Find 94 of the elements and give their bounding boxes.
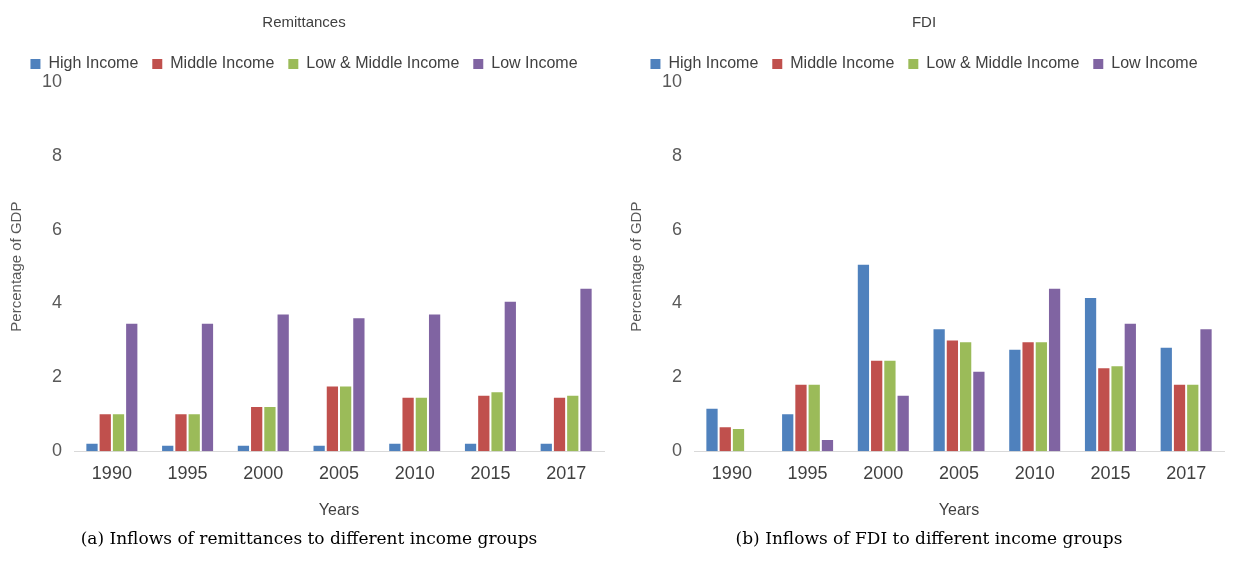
y-tick-label: 2	[672, 366, 683, 387]
bar	[402, 397, 414, 452]
bar	[706, 408, 718, 452]
x-tick-label: 2005	[318, 462, 360, 483]
bar	[567, 395, 579, 452]
bar	[504, 301, 516, 452]
bar	[884, 360, 896, 452]
bar	[871, 360, 883, 452]
x-tick-label: 2015	[470, 462, 511, 483]
x-tick-label: 1995	[787, 462, 828, 483]
bar	[277, 314, 289, 452]
bar	[340, 386, 352, 452]
bar	[86, 443, 98, 452]
bar	[264, 406, 276, 452]
bar	[112, 414, 125, 452]
bar	[782, 414, 794, 452]
x-tick-label: 2000	[243, 462, 284, 483]
bar	[897, 395, 909, 452]
bar	[580, 288, 592, 452]
bar	[1111, 366, 1123, 452]
x-tick-label: 2010	[394, 462, 435, 483]
bar	[353, 318, 365, 452]
chart-title: Remittances	[262, 13, 346, 31]
x-tick-label: 2000	[863, 462, 904, 483]
bar	[1048, 288, 1061, 452]
x-tick-label: 1995	[167, 462, 208, 483]
bar	[251, 406, 263, 452]
bar	[415, 397, 427, 452]
y-tick-label: 4	[672, 292, 683, 313]
bar	[99, 414, 111, 452]
bar	[960, 342, 972, 452]
bar	[126, 323, 138, 452]
legend-label: Middle Income	[790, 54, 895, 72]
y-tick-label: 8	[52, 144, 63, 165]
x-tick-label: 2017	[546, 462, 587, 483]
bar	[188, 414, 200, 452]
text: (b) Inflows of FDI to different income groups	[734, 528, 1124, 548]
legend-label: Middle Income	[170, 54, 275, 72]
y-tick-label: 0	[672, 440, 683, 461]
bar	[732, 429, 745, 452]
x-tick-label: 2015	[1090, 462, 1131, 483]
bar	[464, 443, 477, 452]
x-tick-label: 2017	[1166, 462, 1207, 483]
bar	[491, 392, 503, 452]
y-tick-label: 10	[41, 70, 63, 91]
legend-label: High Income	[48, 54, 139, 72]
bar	[821, 440, 834, 452]
bar	[553, 397, 566, 452]
legend-label: High Income	[668, 54, 759, 72]
x-axis-title: Years	[318, 500, 360, 518]
bar	[478, 395, 490, 452]
bar	[1022, 342, 1034, 452]
bar	[933, 329, 945, 452]
bar	[175, 414, 187, 452]
x-axis-title: Years	[938, 500, 980, 518]
y-tick-label: 4	[52, 292, 63, 313]
y-tick-label: 2	[52, 366, 63, 387]
bar	[389, 443, 401, 452]
chart-title: FDI	[911, 13, 937, 31]
bar	[428, 314, 441, 452]
bar	[1187, 384, 1199, 452]
y-tick-label: 8	[672, 144, 683, 165]
x-tick-label: 2005	[938, 462, 980, 483]
bar	[808, 384, 820, 452]
bar	[973, 371, 985, 452]
y-tick-label: 6	[52, 218, 63, 239]
text: (a) Inflows of remittances to different income groups	[79, 528, 539, 548]
x-tick-label: 2010	[1014, 462, 1055, 483]
bar	[540, 443, 552, 452]
legend-label: Low & Middle Income	[306, 54, 460, 72]
bar	[857, 264, 870, 452]
bar	[795, 384, 807, 452]
bar	[201, 323, 214, 452]
y-tick-label: 0	[52, 440, 63, 461]
bar	[1160, 347, 1172, 452]
x-tick-label: 1990	[91, 462, 132, 483]
bar	[719, 427, 731, 452]
y-tick-label: 6	[672, 218, 683, 239]
bar	[1035, 342, 1047, 452]
y-axis-title: Percentage of GDP	[627, 201, 645, 332]
bar	[1200, 329, 1212, 452]
bar	[1173, 384, 1186, 452]
bar	[326, 386, 339, 452]
bar	[1124, 323, 1136, 452]
y-tick-label: 10	[661, 70, 683, 91]
bar	[1009, 349, 1021, 452]
legend-label: Low & Middle Income	[926, 54, 1080, 72]
bar	[946, 340, 959, 452]
legend-label: Low Income	[491, 54, 578, 72]
x-tick-label: 1990	[711, 462, 752, 483]
bar	[1098, 368, 1110, 452]
y-axis-title: Percentage of GDP	[7, 201, 25, 332]
legend-label: Low Income	[1111, 54, 1198, 72]
bar	[1084, 297, 1097, 452]
